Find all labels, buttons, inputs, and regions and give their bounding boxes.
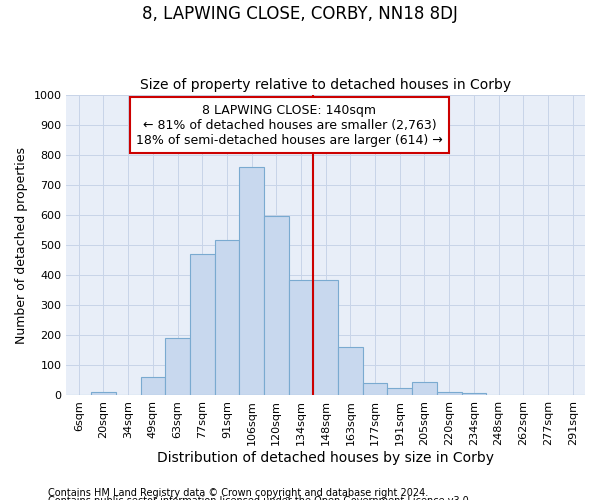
- Bar: [412, 382, 437, 396]
- Bar: [165, 338, 190, 396]
- Bar: [190, 254, 215, 396]
- Bar: [215, 240, 239, 396]
- Bar: [239, 167, 264, 396]
- Bar: [388, 388, 412, 396]
- Y-axis label: Number of detached properties: Number of detached properties: [15, 146, 28, 344]
- Text: 8, LAPWING CLOSE, CORBY, NN18 8DJ: 8, LAPWING CLOSE, CORBY, NN18 8DJ: [142, 5, 458, 23]
- Bar: [289, 280, 313, 396]
- Bar: [264, 216, 289, 396]
- Text: 8 LAPWING CLOSE: 140sqm
← 81% of detached houses are smaller (2,763)
18% of semi: 8 LAPWING CLOSE: 140sqm ← 81% of detache…: [136, 104, 443, 146]
- Bar: [437, 392, 461, 396]
- Bar: [313, 280, 338, 396]
- Bar: [140, 378, 165, 396]
- Bar: [91, 392, 116, 396]
- Title: Size of property relative to detached houses in Corby: Size of property relative to detached ho…: [140, 78, 511, 92]
- Bar: [363, 384, 388, 396]
- X-axis label: Distribution of detached houses by size in Corby: Distribution of detached houses by size …: [157, 451, 494, 465]
- Bar: [461, 393, 486, 396]
- Bar: [338, 348, 363, 396]
- Text: Contains HM Land Registry data © Crown copyright and database right 2024.: Contains HM Land Registry data © Crown c…: [48, 488, 428, 498]
- Text: Contains public sector information licensed under the Open Government Licence v3: Contains public sector information licen…: [48, 496, 472, 500]
